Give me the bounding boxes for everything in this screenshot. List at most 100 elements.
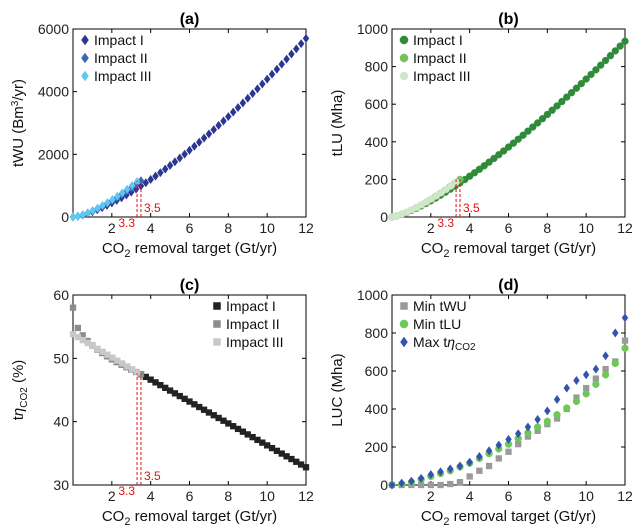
- legend-marker: [400, 302, 408, 310]
- data-point: [225, 420, 232, 427]
- x-tick-label: 8: [543, 488, 551, 504]
- data-point: [297, 461, 305, 468]
- data-point: [427, 470, 435, 480]
- x-tick-label: 2: [427, 488, 435, 504]
- data-point: [398, 478, 405, 488]
- data-point: [84, 339, 91, 347]
- data-point: [109, 354, 116, 361]
- data-point: [504, 143, 513, 151]
- y-axis-label: tηCO2 (%): [10, 360, 30, 421]
- data-point: [215, 120, 222, 130]
- y-tick-label: 400: [365, 134, 389, 150]
- data-point: [601, 371, 610, 379]
- data-point: [230, 423, 237, 430]
- data-point: [123, 184, 131, 194]
- data-point: [210, 412, 217, 419]
- y-tick-label: 1000: [357, 21, 388, 37]
- x-tick-label: 4: [466, 488, 474, 504]
- legend-marker: [399, 35, 409, 45]
- data-point: [196, 403, 203, 411]
- data-point: [572, 84, 581, 92]
- legend-marker: [81, 70, 89, 82]
- x-tick-label: 2: [108, 220, 116, 236]
- data-point: [524, 433, 532, 440]
- data-point: [234, 103, 242, 113]
- data-point: [621, 337, 629, 344]
- x-tick-label: 4: [147, 220, 155, 236]
- x-tick-label: 4: [466, 220, 474, 236]
- series-impact-i: [137, 371, 310, 471]
- data-point: [514, 429, 522, 439]
- panel-title: (d): [498, 277, 518, 294]
- data-point: [447, 480, 454, 488]
- data-point: [572, 397, 581, 406]
- data-point: [166, 387, 174, 394]
- data-point: [268, 444, 276, 452]
- x-tick-label: 6: [186, 488, 194, 504]
- panel-title: (b): [498, 11, 518, 28]
- legend-marker: [399, 319, 409, 329]
- data-point: [89, 206, 96, 216]
- data-point: [442, 185, 450, 193]
- legend-marker: [400, 336, 408, 348]
- data-point: [181, 395, 188, 402]
- panel-title: (a): [180, 11, 200, 28]
- x-tick-label: 2: [108, 488, 116, 504]
- data-point: [621, 344, 629, 352]
- data-point: [544, 406, 551, 416]
- x-tick-label: 6: [186, 220, 194, 236]
- data-point: [480, 162, 488, 170]
- data-point: [476, 451, 483, 462]
- threshold-label: 3.5: [463, 201, 480, 215]
- x-tick-label: 10: [578, 488, 594, 504]
- legend-label: Impact II: [94, 50, 148, 66]
- data-point: [263, 74, 271, 84]
- data-point: [254, 436, 261, 444]
- data-point: [205, 409, 213, 416]
- y-axis-label: LUC (Mha): [329, 353, 346, 426]
- data-point: [597, 61, 605, 69]
- data-point: [152, 379, 159, 386]
- data-point: [388, 480, 396, 490]
- data-point: [524, 127, 532, 135]
- data-point: [587, 70, 595, 79]
- series-min-tlu: [388, 344, 629, 489]
- data-point: [259, 79, 266, 89]
- data-point: [79, 210, 87, 220]
- data-point: [538, 115, 547, 123]
- legend-label: Impact I: [94, 32, 144, 48]
- data-point: [273, 447, 281, 454]
- data-point: [215, 414, 222, 422]
- data-point: [563, 383, 571, 393]
- data-point: [142, 373, 149, 381]
- y-tick-label: 2000: [38, 146, 69, 162]
- data-point: [239, 428, 247, 435]
- y-tick-label: 600: [365, 96, 389, 112]
- legend-label: Impact I: [226, 298, 276, 314]
- y-tick-label: 600: [365, 363, 389, 379]
- panel-c: (c) 30 40 50 60 2 4 6 8 10 12 CO2 removal target (G…: [10, 277, 314, 528]
- y-tick-label: 800: [365, 59, 389, 75]
- data-point: [534, 414, 541, 424]
- data-point: [417, 481, 425, 489]
- data-point: [553, 102, 561, 110]
- data-point: [210, 125, 218, 135]
- data-point: [278, 59, 285, 69]
- data-point: [99, 348, 106, 355]
- x-tick-label: 6: [505, 220, 513, 236]
- data-point: [124, 363, 131, 370]
- data-point: [69, 331, 77, 338]
- data-point: [427, 481, 434, 489]
- data-point: [273, 64, 281, 74]
- data-point: [408, 476, 415, 486]
- data-point: [592, 375, 600, 382]
- data-point: [186, 398, 193, 405]
- data-point: [94, 203, 101, 213]
- data-point: [119, 188, 126, 198]
- data-point: [567, 89, 576, 97]
- data-point: [611, 359, 619, 368]
- data-point: [220, 116, 227, 126]
- data-point: [519, 131, 527, 139]
